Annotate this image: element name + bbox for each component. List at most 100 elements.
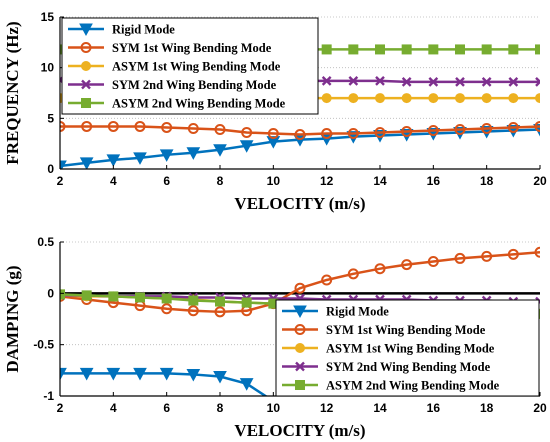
legend-marker-0 xyxy=(293,305,307,319)
x-tick-label: 10 xyxy=(267,174,281,188)
data-point-s4-p6 xyxy=(215,296,225,307)
data-point-s3-p18-stroke-a xyxy=(535,296,540,304)
data-point-s1-p17 xyxy=(507,248,519,260)
legend: Rigid Mode SYM 1st Wing Bending Mode ASYM … xyxy=(275,299,540,397)
data-point-s3-p16-stroke-b xyxy=(481,77,492,87)
data-point-s4-p14 xyxy=(428,44,439,55)
data-point-s1-p18 xyxy=(534,246,540,258)
x-tick-label: 2 xyxy=(57,174,64,188)
data-point-s1-p2 xyxy=(107,120,119,132)
data-point-s3-p13-stroke-b xyxy=(401,77,412,87)
data-point-s0-p6 xyxy=(213,370,227,384)
data-point-s1-p14 xyxy=(427,256,439,268)
data-point-s2-p14 xyxy=(428,93,439,104)
data-point-s3-p12 xyxy=(375,75,385,86)
data-point-s0-p1 xyxy=(79,157,94,169)
x-axis-label: VELOCITY (m/s) xyxy=(234,194,365,213)
data-point-s4-p10 xyxy=(321,44,332,55)
data-point-s0-p5 xyxy=(186,147,201,160)
y-tick-label: -0.5 xyxy=(33,338,54,352)
data-point-s3-p12-stroke-b xyxy=(375,75,385,86)
data-point-s4-p12 xyxy=(375,44,385,55)
data-point-s1-p12 xyxy=(374,263,386,275)
data-point-s0-p2 xyxy=(106,367,121,381)
legend-marker-0 xyxy=(79,23,93,37)
data-point-s1-p11 xyxy=(347,268,359,280)
data-point-s3-p11 xyxy=(348,75,359,86)
x-tick-label: 6 xyxy=(163,401,170,415)
x-tick-label: 8 xyxy=(217,401,224,415)
data-point-s3-p15-stroke-b xyxy=(455,77,465,87)
data-point-s4-p17 xyxy=(508,44,519,55)
data-point-s0-p0 xyxy=(60,367,67,381)
data-point-s1-p6 xyxy=(214,306,226,318)
x-tick-label: 2 xyxy=(57,401,64,415)
legend-marker-3 xyxy=(295,361,305,372)
y-axis-label: DAMPING (g) xyxy=(3,265,22,372)
legend: Rigid Mode SYM 1st Wing Bending Mode ASYM … xyxy=(61,17,319,115)
x-tick-label: 4 xyxy=(110,174,117,188)
x-tick-label: 16 xyxy=(427,174,441,188)
data-point-s1-p16 xyxy=(481,250,493,262)
data-point-s1-p11 xyxy=(347,128,359,140)
data-point-s1-p18 xyxy=(534,120,540,132)
legend-entry-3: SYM 2nd Wing Bending Mode xyxy=(112,78,277,92)
data-point-s1-p15 xyxy=(454,252,466,264)
data-point-s0-p2 xyxy=(106,154,121,167)
y-tick-label: 5 xyxy=(47,111,54,125)
data-point-s0-p0 xyxy=(60,160,67,169)
data-point-s2-p15 xyxy=(455,93,465,104)
data-point-s4-p5 xyxy=(188,295,199,306)
data-point-s2-p16 xyxy=(481,93,492,104)
data-point-s1-p10 xyxy=(321,274,333,286)
data-point-s2-p10 xyxy=(321,93,332,104)
data-point-s1-p9 xyxy=(294,282,306,294)
data-point-s1-p9 xyxy=(294,129,306,141)
data-point-s1-p6 xyxy=(214,123,226,135)
data-point-s4-p16 xyxy=(481,44,492,55)
data-point-s2-p13 xyxy=(401,93,412,104)
data-point-s1-p15 xyxy=(454,123,466,135)
data-point-s3-p13 xyxy=(401,77,412,87)
y-tick-label: 0.5 xyxy=(37,235,54,249)
legend-entry-0: Rigid Mode xyxy=(326,305,389,319)
y-axis-label: FREQUENCY (Hz) xyxy=(3,21,22,164)
data-point-s3-p14-stroke-b xyxy=(428,77,439,87)
data-point-s4-p4 xyxy=(161,293,172,304)
x-tick-label: 18 xyxy=(480,401,494,415)
data-point-s3-p18-stroke-a xyxy=(535,77,540,84)
chart-panel-1: 2 4 6 8 10 12 14 16 18 20 0 5 10 15 VELOCITY (m/s) FREQ… xyxy=(3,10,547,213)
legend-entry-2: ASYM 1st Wing Bending Mode xyxy=(326,342,495,356)
x-tick-label: 14 xyxy=(373,401,387,415)
data-point-s3-p17-stroke-b xyxy=(508,77,519,87)
data-point-s0-p6 xyxy=(213,144,227,157)
legend-entry-2: ASYM 1st Wing Bending Mode xyxy=(112,60,281,74)
data-point-s4-p0 xyxy=(60,289,65,300)
data-point-s4-p3 xyxy=(135,292,145,303)
data-point-s2-p12 xyxy=(375,93,385,104)
data-point-s1-p13 xyxy=(401,126,413,138)
data-point-s4-p15 xyxy=(455,44,465,55)
legend-entry-1: SYM 1st Wing Bending Mode xyxy=(112,41,272,55)
data-point-s3-p11-stroke-b xyxy=(348,75,359,86)
data-point-s4-p11 xyxy=(348,44,359,55)
legend-entry-4: ASYM 2nd Wing Bending Mode xyxy=(326,379,500,393)
data-point-s3-p17 xyxy=(508,77,519,87)
legend-marker-2 xyxy=(81,61,91,71)
data-point-s1-p10 xyxy=(321,128,333,140)
data-point-s1-p14 xyxy=(427,124,439,136)
data-point-s0-p7 xyxy=(239,140,254,153)
x-tick-label: 20 xyxy=(533,401,547,415)
data-point-s1-p1 xyxy=(81,120,93,132)
data-point-s3-p10-stroke-b xyxy=(321,75,332,86)
legend-entry-4: ASYM 2nd Wing Bending Mode xyxy=(112,97,286,111)
x-tick-label: 12 xyxy=(320,174,334,188)
data-point-s0-p4 xyxy=(159,367,174,381)
data-point-s0-p7 xyxy=(239,378,254,391)
data-point-s0-p8 xyxy=(266,136,281,149)
x-axis-label: VELOCITY (m/s) xyxy=(234,421,365,440)
data-point-s2-p11 xyxy=(348,93,359,104)
data-point-s2-p18 xyxy=(535,93,540,104)
data-point-s1-p13 xyxy=(401,259,413,271)
